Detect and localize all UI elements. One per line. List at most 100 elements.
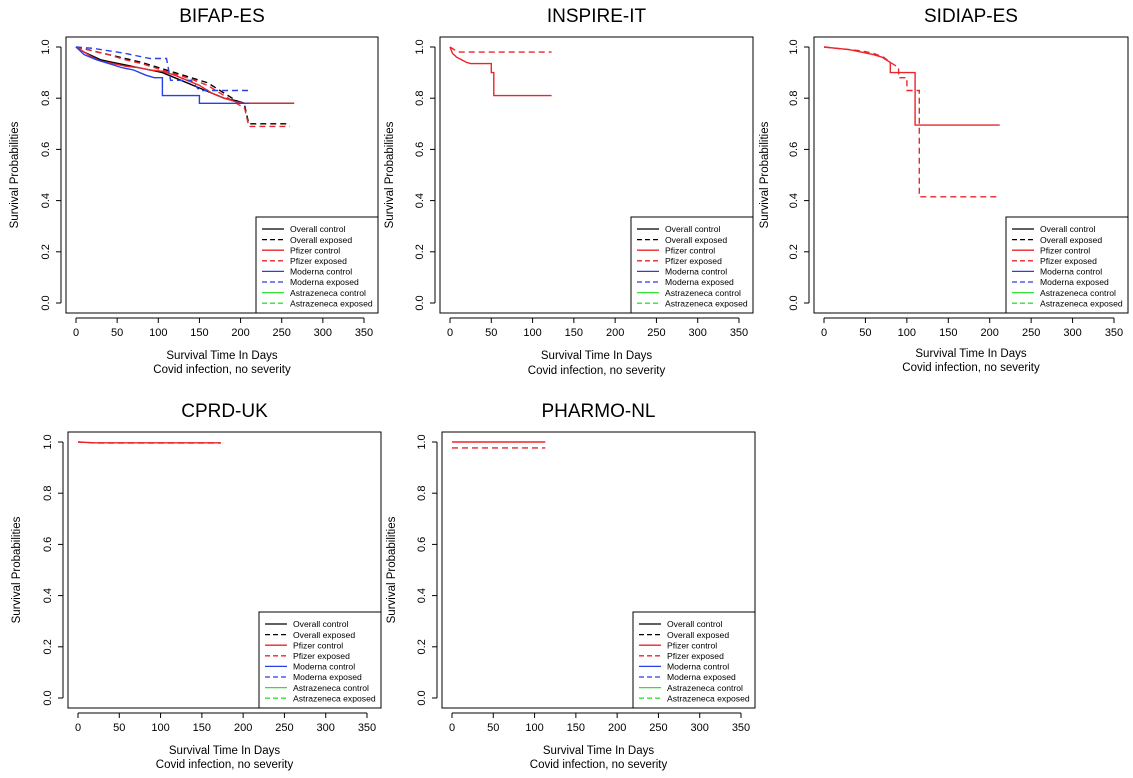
series-line — [449, 46, 552, 97]
legend-label: Moderna exposed — [290, 277, 359, 287]
x-tick-label: 200 — [608, 722, 626, 734]
legend-label: Astrazeneca exposed — [1040, 298, 1123, 308]
y-tick-label: 0.2 — [42, 639, 54, 654]
chart-panel: SIDIAP-ES 0 50 100 150 200 250 300 350 0.0 0.2 0.4 0… — [759, 6, 1129, 374]
x-tick-label: 0 — [447, 327, 453, 339]
legend-label: Overall control — [665, 224, 720, 234]
series-line — [75, 46, 249, 104]
y-tick-label: 0.2 — [414, 244, 426, 259]
y-tick-label: 0.8 — [40, 91, 52, 106]
y-tick-label: 0.6 — [414, 142, 426, 157]
series-line — [75, 46, 290, 128]
chart-panel: BIFAP-ES 0 50 100 150 200 250 300 350 0.0 0.2 0.4 0.… — [9, 6, 379, 376]
x-tick-label: 100 — [151, 722, 169, 734]
x-tick-label: 0 — [821, 327, 827, 339]
legend-label: Overall control — [1040, 224, 1095, 234]
y-tick-label: 0.8 — [416, 486, 428, 501]
chart-title: CPRD-UK — [181, 401, 268, 422]
chart-title: BIFAP-ES — [179, 6, 265, 27]
x-axis-sublabel: Covid infection, no severity — [902, 362, 1040, 374]
chart-title: INSPIRE-IT — [547, 6, 647, 27]
legend-label: Moderna exposed — [293, 672, 362, 682]
x-axis-label: Survival Time In Days — [541, 350, 652, 362]
legend-label: Moderna control — [293, 662, 355, 672]
x-tick-label: 50 — [487, 722, 499, 734]
legend-label: Overall control — [667, 619, 722, 629]
legend-label: Overall exposed — [290, 235, 352, 245]
x-tick-label: 250 — [1022, 327, 1040, 339]
x-tick-label: 350 — [730, 327, 748, 339]
y-tick-label: 1.0 — [42, 434, 54, 449]
y-tick-label: 0.0 — [414, 295, 426, 310]
legend-label: Astrazeneca control — [293, 683, 369, 693]
series-line — [75, 46, 290, 125]
legend-label: Moderna exposed — [665, 277, 734, 287]
chart-panel: PHARMO-NL 0 50 100 150 200 250 300 350 0.0 0.2 0.4 0… — [386, 401, 756, 771]
series-line — [449, 46, 552, 53]
legend-label: Pfizer control — [290, 245, 340, 255]
x-tick-label: 350 — [1105, 327, 1123, 339]
y-tick-label: 0.2 — [416, 639, 428, 654]
x-axis-sublabel: Covid infection, no severity — [156, 759, 294, 771]
chart-panel: INSPIRE-IT 0 50 100 150 200 250 300 350 0.0 0.2 0.4… — [384, 6, 754, 377]
x-tick-label: 300 — [691, 722, 709, 734]
y-axis-label: Survival Probabilities — [386, 516, 398, 623]
legend-label: Pfizer exposed — [665, 256, 722, 266]
legend-label: Pfizer exposed — [293, 651, 350, 661]
legend-label: Moderna exposed — [1040, 277, 1109, 287]
legend-label: Overall control — [293, 619, 348, 629]
x-axis-sublabel: Covid infection, no severity — [530, 759, 668, 771]
x-tick-label: 150 — [565, 327, 583, 339]
x-tick-label: 300 — [314, 327, 332, 339]
legend-label: Astrazeneca control — [667, 683, 743, 693]
legend-label: Overall control — [290, 224, 345, 234]
y-tick-label: 0.6 — [40, 142, 52, 157]
x-axis-label: Survival Time In Days — [915, 348, 1026, 360]
plot-frame — [813, 36, 1129, 314]
legend-label: Overall exposed — [665, 235, 727, 245]
x-tick-label: 200 — [606, 327, 624, 339]
x-tick-label: 100 — [898, 327, 916, 339]
x-tick-label: 150 — [939, 327, 957, 339]
y-axis-label: Survival Probabilities — [11, 516, 23, 623]
legend-label: Pfizer control — [293, 640, 343, 650]
y-tick-label: 0.8 — [42, 486, 54, 501]
y-tick-label: 0.4 — [40, 193, 52, 208]
x-tick-label: 200 — [234, 722, 252, 734]
chart-title: PHARMO-NL — [541, 401, 655, 422]
legend-box — [258, 611, 382, 709]
x-tick-label: 200 — [981, 327, 999, 339]
y-tick-label: 0.8 — [788, 91, 800, 106]
x-tick-label: 50 — [859, 327, 871, 339]
x-tick-label: 50 — [485, 327, 497, 339]
legend-box — [630, 216, 754, 314]
legend-label: Astrazeneca control — [290, 288, 366, 298]
x-tick-label: 150 — [193, 722, 211, 734]
x-tick-label: 0 — [75, 722, 81, 734]
legend-box — [632, 611, 756, 709]
legend-label: Moderna exposed — [667, 672, 736, 682]
series-line — [75, 46, 249, 92]
chart-panel: CPRD-UK 0 50 100 150 200 250 300 350 0.0 0.2 0.4 0.6… — [11, 401, 382, 771]
x-tick-label: 250 — [647, 327, 665, 339]
x-tick-label: 0 — [73, 327, 79, 339]
legend-label: Astrazeneca exposed — [665, 298, 748, 308]
x-tick-label: 150 — [567, 722, 585, 734]
x-tick-label: 100 — [525, 722, 543, 734]
legend-label: Pfizer control — [1040, 245, 1090, 255]
x-tick-label: 250 — [275, 722, 293, 734]
x-tick-label: 300 — [689, 327, 707, 339]
legend-label: Moderna control — [290, 267, 352, 277]
y-tick-label: 1.0 — [414, 39, 426, 54]
plot-frame — [67, 431, 382, 709]
y-tick-label: 0.6 — [42, 537, 54, 552]
series-line — [77, 441, 221, 444]
x-tick-label: 50 — [113, 722, 125, 734]
y-axis-label: Survival Probabilities — [384, 121, 396, 228]
x-tick-label: 150 — [190, 327, 208, 339]
x-tick-label: 350 — [358, 722, 376, 734]
